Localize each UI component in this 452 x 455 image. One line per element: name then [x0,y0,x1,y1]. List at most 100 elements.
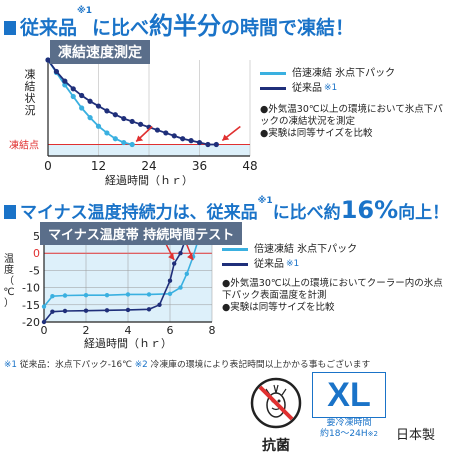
data-point [62,293,68,298]
data-point [205,141,211,148]
headline-emphasis: 16% [340,196,399,224]
x-axis-label: 経過時間（ｈｒ） [84,337,172,350]
data-point [87,98,93,104]
y-tick-label: 0 [33,247,40,260]
x-tick-label: 8 [209,324,216,337]
footnote-mark: ※1 [77,6,93,16]
data-point [172,261,177,266]
headline-text: 従来品 [20,17,78,39]
temperature-duration-chart: 50-5-10-15-200 2 4 6 8温度（℃）経過時間（ｈｒ） [3,230,216,350]
square-bullet-icon [4,205,16,219]
data-point [95,103,102,109]
data-point [184,271,189,277]
headline-text: マイナス温度持続力は、従来品 [20,203,258,223]
headline-text: に比べ [92,17,150,39]
square-bullet-icon [4,21,16,35]
freeze-time-label: 要冷凍時間 [326,418,372,428]
data-point [50,309,55,314]
data-point [50,294,55,299]
y-axis-label-char: 凍 [25,68,36,81]
freeze-time-value: 約18～24H [319,429,368,439]
y-tick-label: -20 [22,316,40,329]
footnote-mark: ※1 [286,259,300,269]
footnote-mark: ※2 [367,430,378,438]
x-tick-label: 4 [125,324,132,337]
y-tick-label: -5 [29,264,40,277]
data-point [137,121,144,127]
x-tick-label: 0 [41,324,48,337]
data-point [125,307,131,313]
y-axis-label-char: 温 [4,253,14,265]
y-axis-label-char: 状 [25,91,36,105]
data-point [104,130,110,136]
y-axis-label-char: ） [4,297,14,309]
data-point [104,108,110,114]
data-point [196,139,203,146]
data-point [129,141,135,148]
legend-swatch [222,248,248,251]
y-axis-label-char: 度 [4,263,14,276]
x-axis-label: 経過時間（ｈｒ） [105,174,193,187]
data-point [213,141,219,148]
y-axis-label-char: （ [4,275,14,287]
data-point [163,130,169,136]
data-point [167,291,173,296]
y-axis-label-char: 況 [25,103,36,117]
chart-note: ●実験は同等サイズを比較 [260,128,373,139]
data-point [79,105,85,111]
data-point [178,251,183,256]
x-tick-label: 12 [91,159,106,173]
legend-label: 倍速凍結 氷点下パック [292,68,396,79]
arrowhead-icon [222,134,230,141]
data-point [70,86,76,92]
x-tick-label: 0 [44,159,52,173]
data-point [62,78,68,84]
data-point [79,92,85,99]
x-tick-label: 6 [167,324,174,337]
data-point [104,292,110,298]
data-point [178,285,183,290]
data-point [125,292,131,297]
data-point [129,118,135,125]
headline-text: の時間で凍結！ [221,17,355,39]
data-point [87,115,93,121]
headline-duration: マイナス温度持続力は、従来品※1に比べ約16%向上！ [0,196,452,224]
antibacterial-badge: 抗菌 [248,375,304,454]
data-point [41,304,47,309]
data-point [121,115,127,122]
footnote-mark: ※1 [4,360,17,370]
data-point [112,112,118,118]
size-badge: XL [312,372,386,418]
arrowhead-icon [136,135,144,142]
y-axis-label-char: 結 [25,79,36,93]
data-point [83,308,89,313]
chart1-legend: 倍速凍結 氷点下パック 従来品 ※1 ●外気温30℃以上の環境において氷点下パック… [260,66,446,140]
headline-freeze-speed: 従来品※1に比べ約半分の時間で凍結！ [0,6,452,40]
no-bacteria-icon [250,377,302,429]
footnote-text: 冷凍庫の環境により表記時間以上かかる事もございます [150,360,371,370]
y-tick-label: 5 [33,230,40,243]
chart-note: ●外気温30℃以上の環境においてクーラー内の氷点下パック表面温度を計測 [222,278,443,301]
data-point [121,139,127,146]
data-point [62,308,68,314]
footnote: ※1 従来品：氷点下パック-16℃ ※2 冷凍庫の環境により表記時間以上かかる事… [4,357,450,370]
freeze-point-label: 凍結点 [9,138,39,151]
data-point [95,123,102,129]
y-tick-label: -10 [22,282,40,295]
headline-text: 向上！ [398,203,450,223]
data-point [146,292,152,297]
data-point [154,127,161,133]
chart2-legend: 倍速凍結 氷点下パック 従来品 ※1 ●外気温30℃以上の環境においてクーラー内の… [222,242,448,314]
footnote-text: 従来品：氷点下パック-16℃ [19,360,132,370]
data-point [188,138,194,144]
data-point [62,82,68,88]
x-tick-label: 48 [242,159,257,173]
x-tick-label: 36 [192,159,207,173]
footnote-mark: ※2 [134,360,148,370]
data-point [53,68,60,75]
data-point [70,93,76,100]
chart-note: ●外気温30℃以上の環境において氷点下パックの凍結状況を測定 [260,104,443,127]
footnote-mark: ※1 [257,196,273,206]
legend-swatch [260,87,286,90]
